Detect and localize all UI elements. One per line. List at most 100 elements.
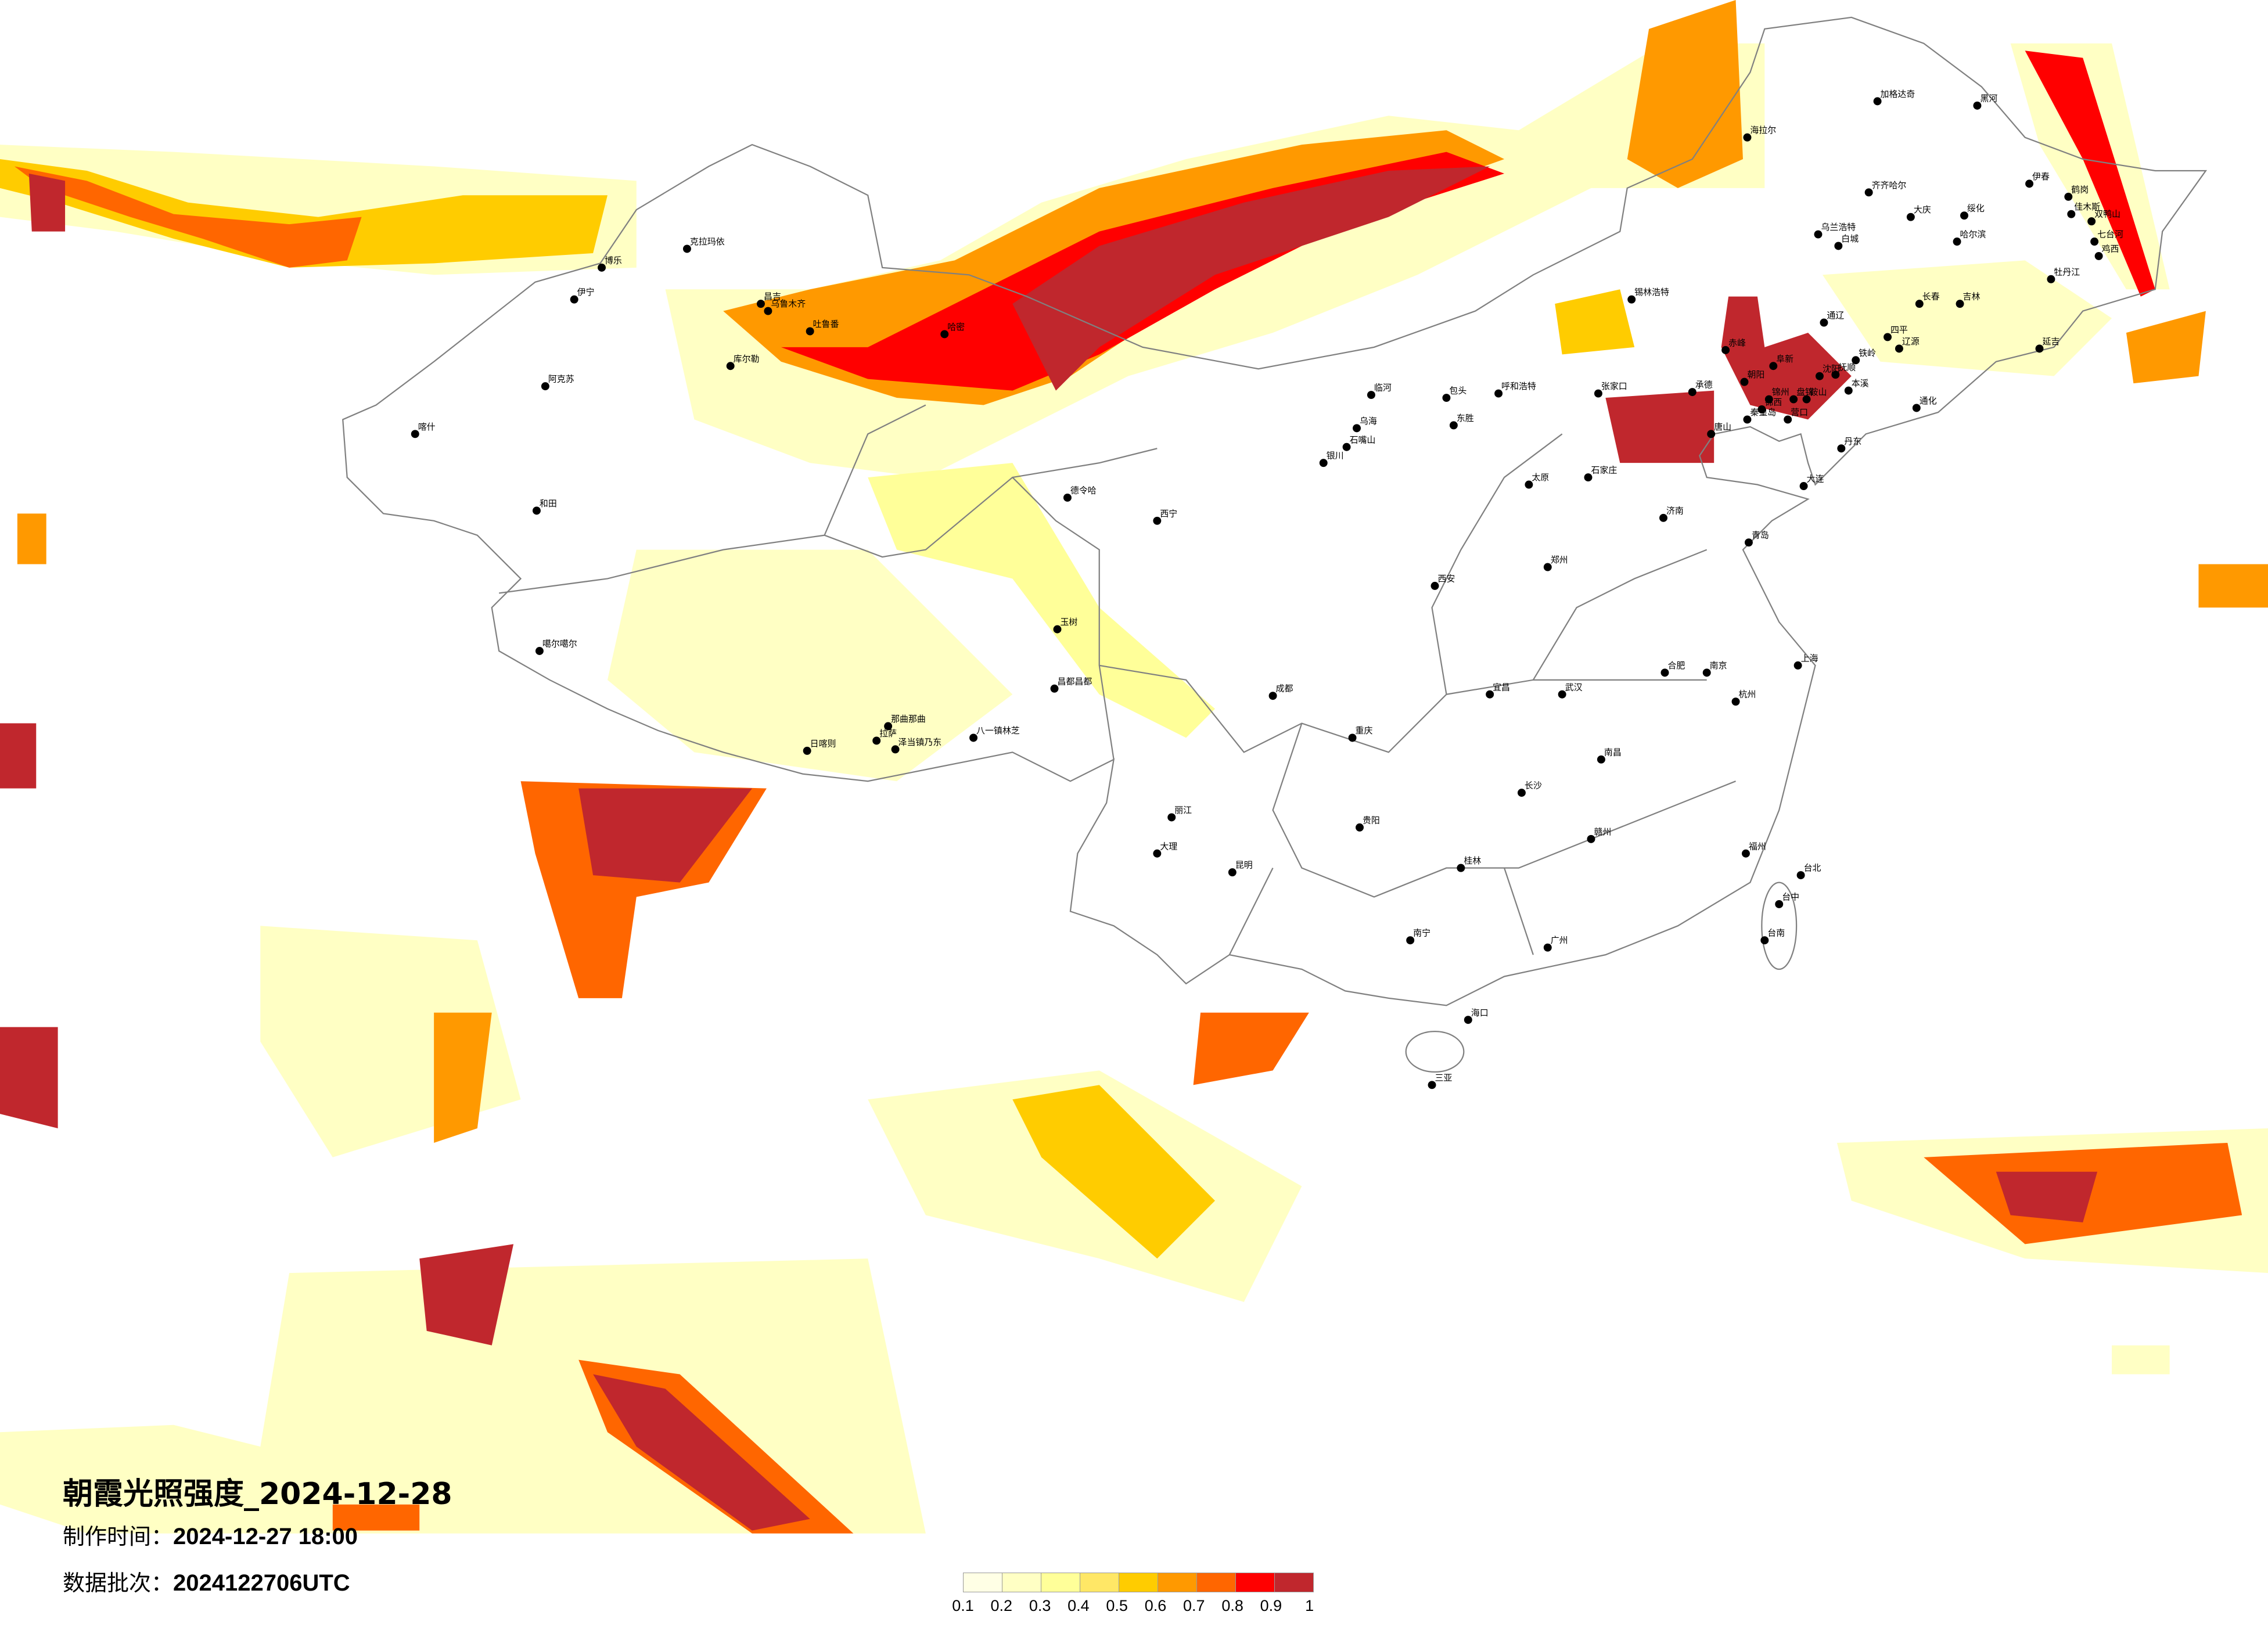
city-dot (1428, 1081, 1436, 1089)
city-marker: 西安 (1430, 573, 1455, 590)
city-label: 玉树 (1060, 617, 1077, 627)
legend-swatch (964, 1573, 1002, 1592)
legend-tick-label: 0.2 (990, 1597, 1013, 1614)
city-marker: 东胜 (1449, 413, 1474, 430)
city-label: 伊春 (2032, 171, 2050, 182)
city-marker: 海拉尔 (1743, 125, 1776, 142)
city-marker: 桂林 (1457, 855, 1481, 872)
city-dot (872, 736, 881, 745)
city-dot (1743, 133, 1752, 142)
legend-swatch (1158, 1573, 1197, 1592)
city-dot (1353, 424, 1361, 433)
city-label: 福州 (1749, 841, 1766, 851)
city-label: 铁岭 (1859, 348, 1876, 358)
city-marker: 延吉 (2035, 336, 2059, 353)
legend-tick-label: 0.8 (1221, 1597, 1243, 1614)
city-dot (1760, 936, 1769, 945)
city-marker: 抚顺 (1831, 362, 1856, 379)
city-dot (756, 300, 765, 308)
city-marker: 七台河 (2090, 229, 2123, 246)
color-legend (963, 1573, 1314, 1592)
city-label: 绥化 (1967, 203, 1985, 214)
legend-tick-label: 0.1 (952, 1597, 974, 1614)
city-dot (884, 722, 893, 731)
glow-intensity-area (434, 1012, 492, 1143)
city-dot (1348, 733, 1357, 742)
city-label: 济南 (1666, 505, 1684, 516)
city-label: 锦州 (1772, 387, 1789, 397)
city-dot (1486, 690, 1494, 699)
city-label: 台中 (1782, 891, 1799, 902)
city-label: 郑州 (1551, 555, 1568, 565)
city-label: 阜新 (1776, 354, 1793, 364)
city-label: 通辽 (1827, 310, 1844, 321)
city-label: 上海 (1801, 653, 1818, 663)
city-dot (411, 430, 419, 438)
city-label: 张家口 (1601, 381, 1627, 391)
city-label: 鞍山 (1810, 387, 1827, 397)
city-dot (1802, 395, 1811, 404)
city-marker: 济南 (1659, 505, 1684, 522)
city-dot (1319, 459, 1328, 467)
city-label: 广州 (1551, 935, 1568, 945)
city-marker: 朝阳 (1740, 369, 1764, 386)
city-marker: 宜昌 (1486, 682, 1510, 699)
city-dot (1442, 394, 1451, 402)
city-label: 鹤岗 (2071, 184, 2089, 195)
city-label: 丽江 (1174, 805, 1192, 815)
city-dot (1587, 834, 1595, 843)
city-label: 呼和浩特 (1501, 381, 1536, 391)
city-label: 赣州 (1594, 826, 1611, 837)
city-label: 黑河 (1980, 93, 1997, 103)
city-label: 喀什 (418, 422, 436, 432)
city-marker: 银川 (1319, 451, 1344, 467)
city-marker: 喀什 (411, 422, 436, 438)
city-dot (2094, 251, 2103, 260)
city-dot (1153, 849, 1162, 858)
city-marker: 那曲那曲 (884, 714, 926, 731)
data-batch-label: 数据批次： (63, 1570, 174, 1596)
city-label: 抚顺 (1838, 362, 1856, 373)
city-marker: 辽源 (1895, 336, 1920, 353)
city-label: 牡丹江 (2054, 267, 2080, 277)
city-label: 杭州 (1739, 689, 1756, 700)
city-label: 南宁 (1413, 928, 1430, 938)
city-dot (1741, 849, 1750, 858)
city-dot (806, 327, 814, 336)
city-dot (1757, 405, 1766, 413)
city-marker: 和田 (532, 498, 557, 515)
city-label: 石嘴山 (1350, 434, 1376, 445)
city-dot (1815, 372, 1824, 380)
glow-intensity-area (2198, 564, 2268, 608)
glow-intensity-area (1721, 296, 1852, 420)
city-dot (1543, 563, 1552, 571)
city-dot (1525, 480, 1533, 489)
city-marker: 绥化 (1960, 203, 1985, 220)
city-marker: 八一镇林芝 (969, 725, 1020, 742)
city-label: 三亚 (1435, 1073, 1453, 1083)
city-dot (969, 733, 978, 742)
legend-tick-label: 0.3 (1029, 1597, 1051, 1614)
city-marker: 锡林浩特 (1627, 287, 1669, 304)
city-label: 泽当镇乃东 (898, 737, 942, 747)
made-time-label: 制作时间： (63, 1524, 174, 1549)
city-label: 成都 (1276, 684, 1293, 694)
glow-intensity-area (607, 549, 1013, 782)
city-dot (1688, 388, 1696, 397)
city-marker: 大理 (1153, 841, 1177, 858)
legend-tick-label: 0.5 (1106, 1597, 1128, 1614)
city-dot (1743, 415, 1752, 424)
city-dot (1597, 755, 1605, 764)
city-dot (1852, 356, 1860, 365)
city-label: 包头 (1449, 386, 1467, 396)
city-marker: 南昌 (1597, 747, 1622, 764)
city-marker: 乌兰浩特 (1814, 222, 1856, 239)
city-dot (1659, 513, 1667, 522)
city-dot (682, 244, 691, 253)
city-dot (1543, 943, 1552, 952)
city-dot (2035, 344, 2044, 353)
city-marker: 铁岭 (1852, 348, 1876, 365)
city-marker: 合肥 (1660, 660, 1685, 677)
city-marker: 双鸭山 (2087, 209, 2120, 226)
